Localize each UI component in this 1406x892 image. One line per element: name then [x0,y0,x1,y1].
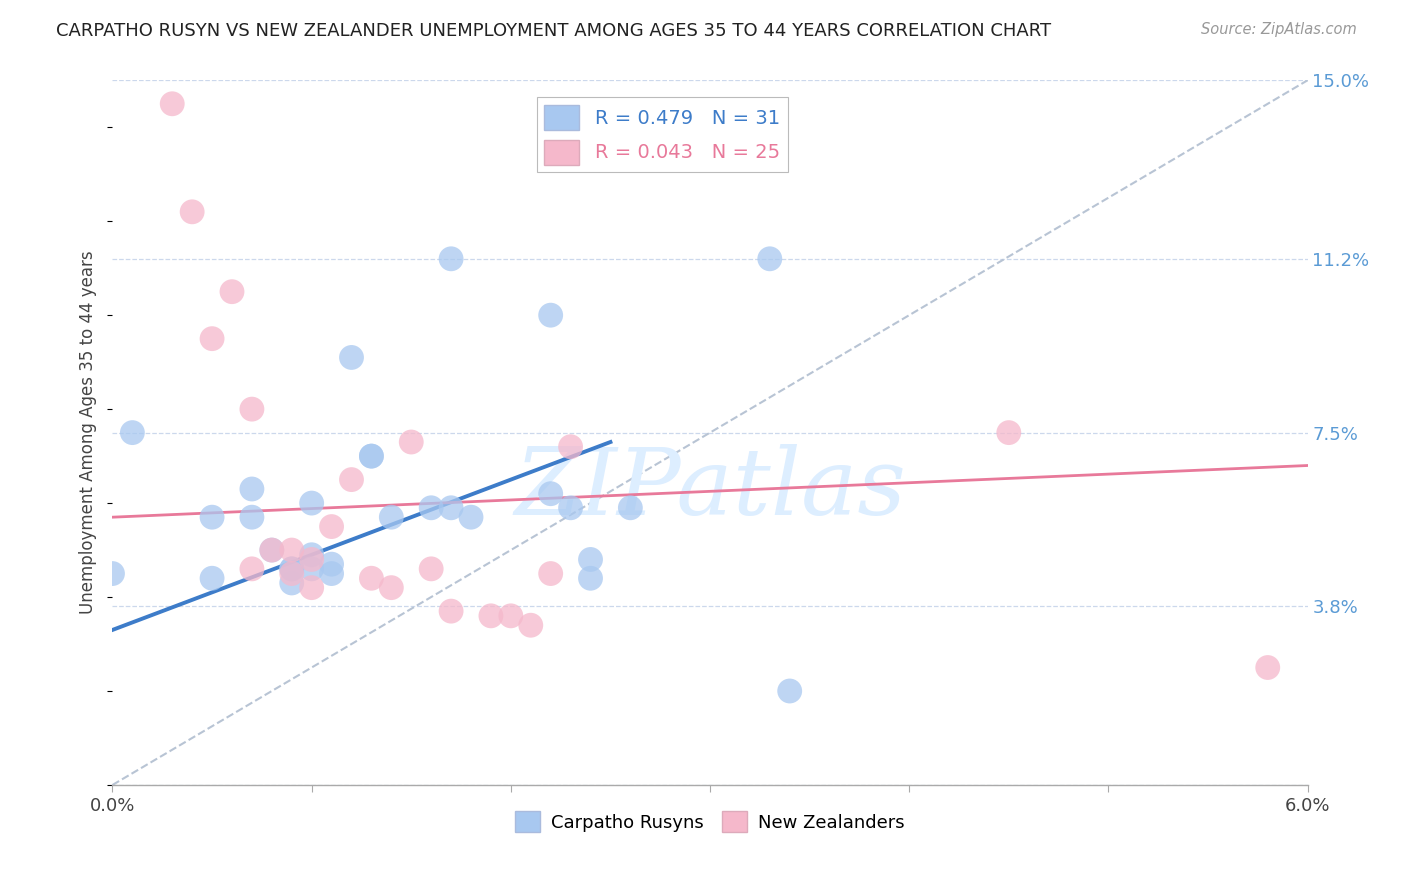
Point [440,604,463,618]
Point [779,684,801,698]
Point [420,500,443,515]
Point [619,500,641,515]
Point [260,543,283,558]
Point [560,440,582,454]
Point [281,562,304,576]
Point [540,308,562,322]
Point [260,543,283,558]
Point [520,618,543,632]
Point [201,332,224,346]
Point [380,581,402,595]
Point [181,204,204,219]
Point [540,566,562,581]
Point [540,486,562,500]
Point [162,96,183,111]
Text: CARPATHO RUSYN VS NEW ZEALANDER UNEMPLOYMENT AMONG AGES 35 TO 44 YEARS CORRELATI: CARPATHO RUSYN VS NEW ZEALANDER UNEMPLOY… [56,22,1052,40]
Point [579,552,602,566]
Point [301,548,323,562]
Point [281,576,304,591]
Point [240,510,263,524]
Point [321,519,343,533]
Point [440,252,463,266]
Point [340,351,363,365]
Point [301,552,323,566]
Point [998,425,1021,440]
Point [1257,660,1279,674]
Point [201,571,224,585]
Point [240,562,263,576]
Point [221,285,243,299]
Point [380,510,402,524]
Point [360,571,382,585]
Point [301,581,323,595]
Point [479,608,502,623]
Legend: Carpatho Rusyns, New Zealanders: Carpatho Rusyns, New Zealanders [508,804,912,839]
Point [321,557,343,571]
Point [460,510,482,524]
Point [101,566,124,581]
Point [321,566,343,581]
Point [281,566,304,581]
Y-axis label: Unemployment Among Ages 35 to 44 years: Unemployment Among Ages 35 to 44 years [79,251,97,615]
Point [240,402,263,417]
Point [759,252,782,266]
Point [579,571,602,585]
Point [420,562,443,576]
Text: ZIPatlas: ZIPatlas [515,444,905,534]
Point [121,425,143,440]
Text: Source: ZipAtlas.com: Source: ZipAtlas.com [1201,22,1357,37]
Point [301,562,323,576]
Point [401,435,423,450]
Point [240,482,263,496]
Point [281,562,304,576]
Point [201,510,224,524]
Point [360,449,382,463]
Point [560,500,582,515]
Point [281,543,304,558]
Point [340,473,363,487]
Point [440,500,463,515]
Point [499,608,522,623]
Point [301,496,323,510]
Point [360,449,382,463]
